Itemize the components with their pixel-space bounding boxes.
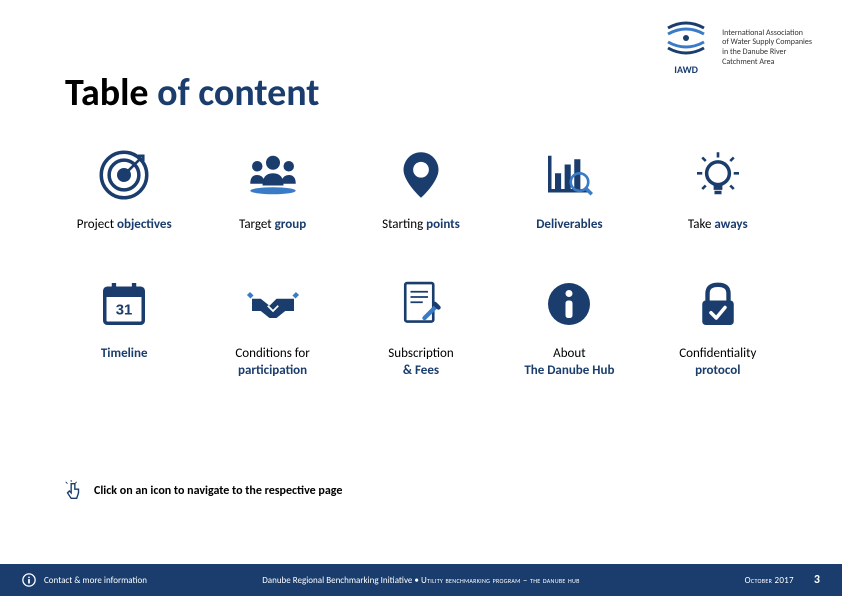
toc-grid: Project objectives Target group Starting… <box>55 145 787 380</box>
navigation-hint: Click on an icon to navigate to the resp… <box>62 480 342 502</box>
page-title: Table of content <box>65 70 319 116</box>
lightbulb-icon <box>688 145 748 205</box>
toc-label: Take aways <box>688 217 748 234</box>
toc-item-subscription[interactable]: Subscription & Fees <box>352 274 490 380</box>
tap-icon <box>62 480 84 502</box>
target-icon <box>94 145 154 205</box>
logo-org-name: International Association of Water Suppl… <box>722 29 812 67</box>
toc-item-deliverables[interactable]: Deliverables <box>500 145 638 234</box>
toc-item-about[interactable]: About The Danube Hub <box>500 274 638 380</box>
people-icon <box>243 145 303 205</box>
toc-item-project-objectives[interactable]: Project objectives <box>55 145 193 234</box>
logo-mark: IAWD <box>662 20 710 76</box>
handshake-icon <box>243 274 303 334</box>
toc-item-starting-points[interactable]: Starting points <box>352 145 490 234</box>
hint-text: Click on an icon to navigate to the resp… <box>94 484 342 498</box>
toc-label: About The Danube Hub <box>524 346 614 380</box>
footer-date: October 2017 <box>745 575 794 586</box>
footer-program-title: Danube Regional Benchmarking Initiative … <box>262 575 580 586</box>
toc-item-take-aways[interactable]: Take aways <box>649 145 787 234</box>
header-logo-block: IAWD International Association of Water … <box>662 20 812 76</box>
toc-label: Timeline <box>101 346 148 363</box>
toc-item-target-group[interactable]: Target group <box>203 145 341 234</box>
toc-label: Subscription & Fees <box>388 346 453 380</box>
info-icon <box>539 274 599 334</box>
footer-contact-link[interactable]: Contact & more information <box>22 573 147 587</box>
toc-item-confidentiality[interactable]: Confidentiality protocol <box>649 274 787 380</box>
footer-right: October 2017 3 <box>745 573 820 587</box>
page-number: 3 <box>814 573 820 587</box>
toc-label: Conditions for participation <box>235 346 309 380</box>
toc-item-conditions[interactable]: Conditions for participation <box>203 274 341 380</box>
toc-label: Deliverables <box>536 217 602 234</box>
toc-label: Project objectives <box>77 217 172 234</box>
calendar-icon: 31 <box>94 274 154 334</box>
lock-icon <box>688 274 748 334</box>
pin-icon <box>391 145 451 205</box>
document-icon <box>391 274 451 334</box>
info-circle-icon <box>22 573 36 587</box>
chart-icon <box>539 145 599 205</box>
toc-label: Target group <box>239 217 306 234</box>
toc-label: Confidentiality protocol <box>679 346 756 380</box>
toc-item-timeline[interactable]: 31 Timeline <box>55 274 193 380</box>
footer-bar: Contact & more information Danube Region… <box>0 564 842 596</box>
toc-label: Starting points <box>382 217 460 234</box>
svg-text:31: 31 <box>116 302 133 318</box>
logo-acronym: IAWD <box>662 63 710 76</box>
